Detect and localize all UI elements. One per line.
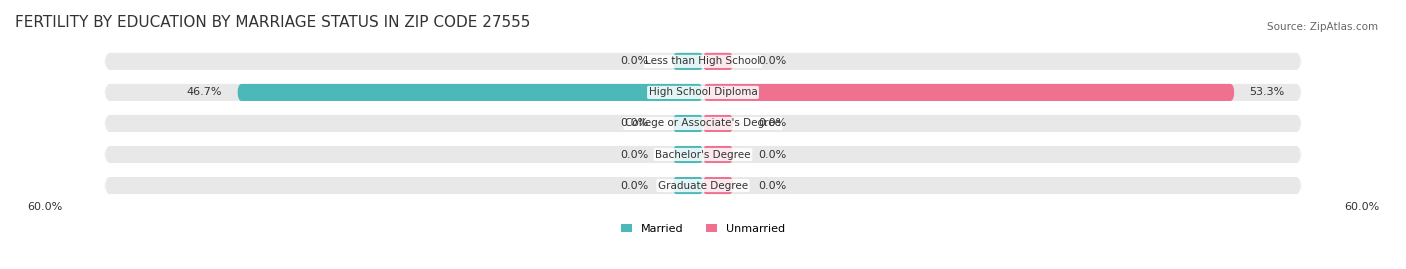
Text: High School Diploma: High School Diploma <box>648 87 758 97</box>
Text: 0.0%: 0.0% <box>620 150 648 160</box>
Text: 46.7%: 46.7% <box>187 87 222 97</box>
Legend: Married, Unmarried: Married, Unmarried <box>621 224 785 234</box>
Text: Source: ZipAtlas.com: Source: ZipAtlas.com <box>1267 22 1378 31</box>
FancyBboxPatch shape <box>673 146 703 163</box>
Text: 60.0%: 60.0% <box>1344 202 1379 212</box>
FancyBboxPatch shape <box>703 177 733 194</box>
Text: 60.0%: 60.0% <box>27 202 62 212</box>
FancyBboxPatch shape <box>703 115 733 132</box>
Text: College or Associate's Degree: College or Associate's Degree <box>626 118 780 129</box>
FancyBboxPatch shape <box>104 53 1302 70</box>
FancyBboxPatch shape <box>703 53 733 70</box>
FancyBboxPatch shape <box>104 177 1302 194</box>
FancyBboxPatch shape <box>673 177 703 194</box>
Text: 0.0%: 0.0% <box>758 150 786 160</box>
Text: FERTILITY BY EDUCATION BY MARRIAGE STATUS IN ZIP CODE 27555: FERTILITY BY EDUCATION BY MARRIAGE STATU… <box>15 15 530 30</box>
FancyBboxPatch shape <box>104 146 1302 163</box>
Text: 0.0%: 0.0% <box>758 118 786 129</box>
Text: 0.0%: 0.0% <box>758 180 786 190</box>
FancyBboxPatch shape <box>673 115 703 132</box>
FancyBboxPatch shape <box>703 84 1234 101</box>
FancyBboxPatch shape <box>703 146 733 163</box>
Text: 0.0%: 0.0% <box>620 56 648 66</box>
Text: Bachelor's Degree: Bachelor's Degree <box>655 150 751 160</box>
Text: 0.0%: 0.0% <box>620 118 648 129</box>
Text: 53.3%: 53.3% <box>1250 87 1285 97</box>
Text: Graduate Degree: Graduate Degree <box>658 180 748 190</box>
FancyBboxPatch shape <box>104 84 1302 101</box>
FancyBboxPatch shape <box>673 53 703 70</box>
Text: 0.0%: 0.0% <box>620 180 648 190</box>
FancyBboxPatch shape <box>238 84 703 101</box>
FancyBboxPatch shape <box>104 115 1302 132</box>
Text: 0.0%: 0.0% <box>758 56 786 66</box>
Text: Less than High School: Less than High School <box>645 56 761 66</box>
